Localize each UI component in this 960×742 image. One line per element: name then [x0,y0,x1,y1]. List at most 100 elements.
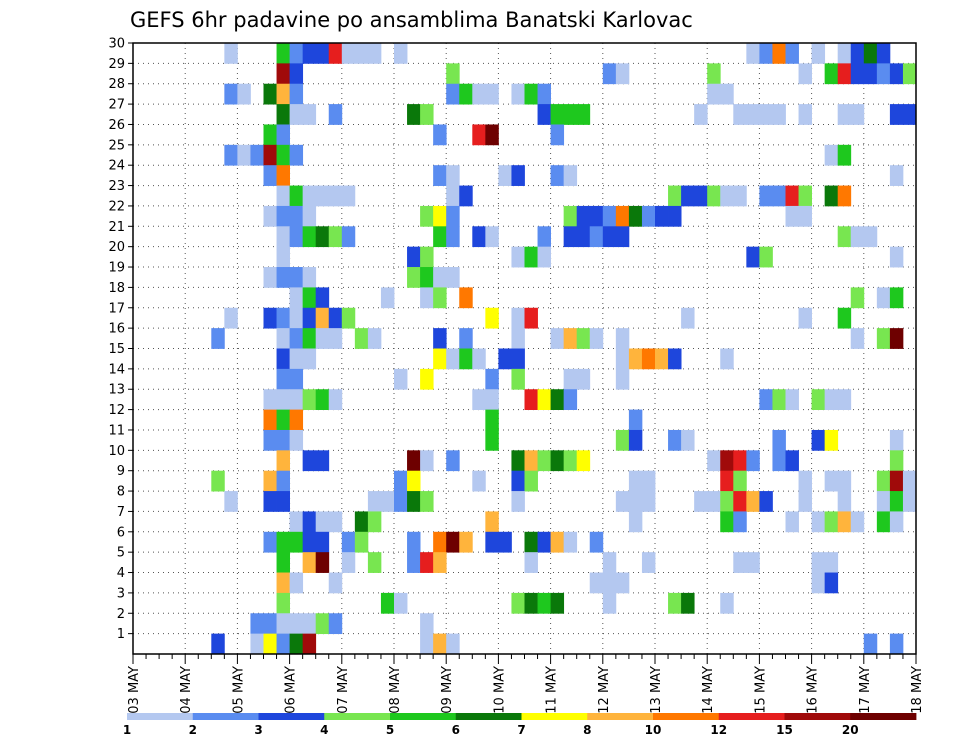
heatmap-cell [628,348,643,370]
heatmap-cell [250,144,264,166]
heatmap-cell [615,226,630,248]
heatmap-cell [889,429,904,451]
y-tick-label: 6 [117,525,125,540]
legend-swatch [784,713,851,720]
heatmap-cell [276,552,290,573]
heatmap-cell [472,470,486,492]
heatmap-cell [537,389,551,410]
heatmap-cell [263,470,277,492]
heatmap-cell [511,83,525,105]
heatmap-cell [798,185,812,207]
heatmap-cell [850,511,865,533]
heatmap-cell [668,348,682,370]
heatmap-cell [420,287,434,309]
heatmap-cell [563,104,578,125]
heatmap-cell [433,226,447,248]
heatmap-cell [759,389,773,410]
heatmap-cell [641,205,656,227]
heatmap-cell [837,491,852,512]
heatmap-cell [785,185,799,207]
heatmap-cell [433,531,447,553]
heatmap-cell [837,63,852,85]
heatmap-cell [524,592,538,614]
heatmap-cell [420,205,434,227]
heatmap-cell [263,409,277,431]
heatmap-cell [407,552,421,573]
heatmap-cell [394,592,408,614]
heatmap-cell [889,511,904,533]
heatmap-cell [902,491,917,512]
heatmap-cell [446,226,460,248]
heatmap-cell [759,43,773,64]
heatmap-cell [302,205,317,227]
heatmap-cell [889,246,904,268]
heatmap-cell [485,83,499,105]
heatmap-cell [276,450,290,472]
heatmap-cell [472,226,486,248]
heatmap-cell [720,592,734,614]
heatmap-cell [511,165,525,186]
heatmap-cell [328,572,343,594]
y-tick-label: 24 [108,159,125,174]
heatmap-cell [276,185,290,207]
heatmap-cell [694,491,708,512]
heatmap-cell [772,43,786,64]
heatmap-cell [837,511,852,533]
heatmap-cell [289,328,304,349]
legend-label: 15 [776,723,793,737]
heatmap-cell [367,328,382,349]
heatmap-cell [380,592,395,614]
heatmap-cell [824,552,839,573]
heatmap-cell [420,450,434,472]
heatmap-cell [537,531,551,553]
heatmap-cell [798,307,812,329]
heatmap-cell [550,328,565,349]
heatmap-cell [328,226,343,248]
heatmap-cell [537,104,551,125]
heatmap-cells [211,43,917,655]
heatmap-cell [328,43,343,64]
heatmap-cell [276,43,290,64]
chart-title: GEFS 6hr padavine po ansamblima Banatski… [130,8,693,32]
heatmap-cell [302,552,317,573]
heatmap-cell [302,531,317,553]
heatmap-cell [537,592,551,614]
heatmap-cell [302,226,317,248]
heatmap-cell [850,104,865,125]
heatmap-cell [289,63,304,85]
heatmap-cell [276,531,290,553]
heatmap-cell [394,491,408,512]
x-tick-label: 10 MAY [492,666,507,714]
heatmap-cell [511,592,525,614]
heatmap-cell [459,83,473,105]
heatmap-cell [524,389,538,410]
legend-label: 1 [123,723,131,737]
y-tick-label: 26 [108,118,125,133]
heatmap-cell [289,531,304,553]
heatmap-cell [367,491,382,512]
heatmap-cell [863,226,878,248]
heatmap-cell [811,552,826,573]
y-tick-label: 29 [108,57,125,72]
heatmap-cell [876,43,891,64]
heatmap-cell [655,348,669,370]
heatmap-cell [798,491,812,512]
heatmap-cell [694,104,708,125]
legend-swatch [127,713,194,720]
heatmap-cell [485,409,499,431]
x-tick-label: 08 MAY [388,666,403,714]
heatmap-cell [733,511,747,533]
heatmap-cell [902,470,917,492]
y-tick-label: 14 [108,362,125,377]
heatmap-cell [655,205,669,227]
heatmap-cell [459,328,473,349]
heatmap-cell [289,83,304,105]
heatmap-cell [668,592,682,614]
heatmap-cell [681,307,695,329]
heatmap-cell [289,511,304,533]
heatmap-cell [302,43,317,64]
heatmap-cell [289,104,304,125]
heatmap-cell [485,124,499,146]
heatmap-cell [876,63,891,85]
heatmap-cell [746,246,760,268]
